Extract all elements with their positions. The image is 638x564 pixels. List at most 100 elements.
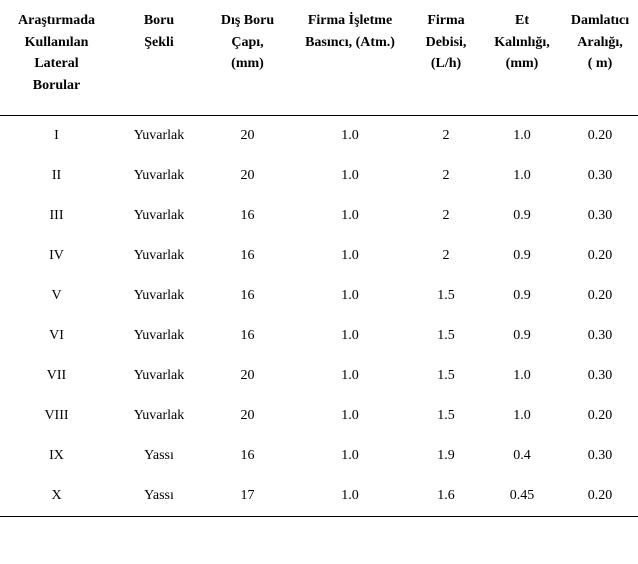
cell-dia: 16 bbox=[205, 236, 290, 276]
table-row: IIIYuvarlak161.020.90.30 bbox=[0, 196, 638, 236]
header-text: Lateral bbox=[34, 53, 78, 75]
cell-spacing: 0.20 bbox=[562, 276, 638, 316]
col-header-operating-pressure: Firma İşletme Basıncı, (Atm.) bbox=[290, 10, 410, 115]
cell-shape: Yassı bbox=[113, 436, 205, 476]
header-text: Dış Boru bbox=[221, 10, 274, 32]
cell-press: 1.0 bbox=[290, 196, 410, 236]
cell-flow: 1.5 bbox=[410, 276, 482, 316]
cell-dia: 20 bbox=[205, 356, 290, 396]
cell-wall: 0.45 bbox=[482, 476, 562, 517]
cell-wall: 1.0 bbox=[482, 396, 562, 436]
cell-spacing: 0.30 bbox=[562, 356, 638, 396]
header-text: (L/h) bbox=[431, 53, 461, 75]
header-text: Çapı, bbox=[231, 32, 263, 54]
cell-dia: 16 bbox=[205, 316, 290, 356]
cell-press: 1.0 bbox=[290, 156, 410, 196]
cell-spacing: 0.20 bbox=[562, 396, 638, 436]
cell-flow: 2 bbox=[410, 236, 482, 276]
cell-press: 1.0 bbox=[290, 356, 410, 396]
cell-id: I bbox=[0, 115, 113, 156]
cell-shape: Yuvarlak bbox=[113, 115, 205, 156]
cell-dia: 16 bbox=[205, 276, 290, 316]
cell-spacing: 0.20 bbox=[562, 115, 638, 156]
cell-press: 1.0 bbox=[290, 396, 410, 436]
cell-id: III bbox=[0, 196, 113, 236]
cell-spacing: 0.30 bbox=[562, 156, 638, 196]
table-row: IYuvarlak201.021.00.20 bbox=[0, 115, 638, 156]
table-row: IVYuvarlak161.020.90.20 bbox=[0, 236, 638, 276]
cell-shape: Yuvarlak bbox=[113, 276, 205, 316]
cell-id: IX bbox=[0, 436, 113, 476]
cell-dia: 16 bbox=[205, 196, 290, 236]
header-text: Kalınlığı, bbox=[494, 32, 550, 54]
cell-shape: Yuvarlak bbox=[113, 196, 205, 236]
cell-shape: Yuvarlak bbox=[113, 316, 205, 356]
cell-id: X bbox=[0, 476, 113, 517]
cell-flow: 1.6 bbox=[410, 476, 482, 517]
cell-id: VI bbox=[0, 316, 113, 356]
page: Araştırmada Kullanılan Lateral Borular B… bbox=[0, 0, 638, 541]
header-text: Şekli bbox=[144, 32, 174, 54]
col-header-wall-thickness: Et Kalınlığı, (mm) bbox=[482, 10, 562, 115]
header-text: ( m) bbox=[588, 53, 613, 75]
cell-id: VII bbox=[0, 356, 113, 396]
header-text: Damlatıcı bbox=[571, 10, 629, 32]
cell-shape: Yassı bbox=[113, 476, 205, 517]
cell-dia: 20 bbox=[205, 115, 290, 156]
cell-flow: 1.5 bbox=[410, 356, 482, 396]
header-text: Borular bbox=[33, 75, 80, 97]
table-row: VIYuvarlak161.01.50.90.30 bbox=[0, 316, 638, 356]
cell-press: 1.0 bbox=[290, 115, 410, 156]
header-text: Basıncı, (Atm.) bbox=[305, 32, 395, 54]
cell-flow: 2 bbox=[410, 156, 482, 196]
cell-id: IV bbox=[0, 236, 113, 276]
cell-press: 1.0 bbox=[290, 436, 410, 476]
cell-press: 1.0 bbox=[290, 316, 410, 356]
header-text: Firma İşletme bbox=[308, 10, 392, 32]
cell-shape: Yuvarlak bbox=[113, 236, 205, 276]
cell-shape: Yuvarlak bbox=[113, 156, 205, 196]
cell-id: VIII bbox=[0, 396, 113, 436]
cell-wall: 1.0 bbox=[482, 115, 562, 156]
header-text: Araştırmada bbox=[18, 10, 95, 32]
col-header-lateral-pipes: Araştırmada Kullanılan Lateral Borular bbox=[0, 10, 113, 115]
cell-flow: 1.9 bbox=[410, 436, 482, 476]
cell-shape: Yuvarlak bbox=[113, 356, 205, 396]
cell-wall: 0.9 bbox=[482, 316, 562, 356]
table-row: IXYassı161.01.90.40.30 bbox=[0, 436, 638, 476]
table-row: IIYuvarlak201.021.00.30 bbox=[0, 156, 638, 196]
table-row: VIIYuvarlak201.01.51.00.30 bbox=[0, 356, 638, 396]
cell-wall: 0.4 bbox=[482, 436, 562, 476]
cell-wall: 0.9 bbox=[482, 236, 562, 276]
cell-spacing: 0.30 bbox=[562, 436, 638, 476]
col-header-outer-diameter: Dış Boru Çapı, (mm) bbox=[205, 10, 290, 115]
header-text: (mm) bbox=[506, 53, 539, 75]
cell-flow: 1.5 bbox=[410, 396, 482, 436]
col-header-flow-rate: Firma Debisi, (L/h) bbox=[410, 10, 482, 115]
cell-flow: 2 bbox=[410, 115, 482, 156]
cell-spacing: 0.20 bbox=[562, 236, 638, 276]
header-text: (mm) bbox=[231, 53, 264, 75]
header-text: Et bbox=[515, 10, 529, 32]
header-text: Boru bbox=[144, 10, 174, 32]
header-text: Firma bbox=[427, 10, 464, 32]
cell-dia: 17 bbox=[205, 476, 290, 517]
table-row: VIIIYuvarlak201.01.51.00.20 bbox=[0, 396, 638, 436]
cell-flow: 1.5 bbox=[410, 316, 482, 356]
lateral-pipes-table: Araştırmada Kullanılan Lateral Borular B… bbox=[0, 10, 638, 517]
cell-press: 1.0 bbox=[290, 476, 410, 517]
header-text: Aralığı, bbox=[577, 32, 623, 54]
table-body: IYuvarlak201.021.00.20IIYuvarlak201.021.… bbox=[0, 115, 638, 516]
cell-dia: 16 bbox=[205, 436, 290, 476]
cell-wall: 0.9 bbox=[482, 196, 562, 236]
col-header-pipe-shape: Boru Şekli bbox=[113, 10, 205, 115]
cell-spacing: 0.30 bbox=[562, 196, 638, 236]
cell-spacing: 0.30 bbox=[562, 316, 638, 356]
table-row: XYassı171.01.60.450.20 bbox=[0, 476, 638, 517]
table-row: VYuvarlak161.01.50.90.20 bbox=[0, 276, 638, 316]
cell-id: V bbox=[0, 276, 113, 316]
cell-wall: 1.0 bbox=[482, 156, 562, 196]
header-text: Debisi, bbox=[426, 32, 467, 54]
cell-spacing: 0.20 bbox=[562, 476, 638, 517]
cell-flow: 2 bbox=[410, 196, 482, 236]
